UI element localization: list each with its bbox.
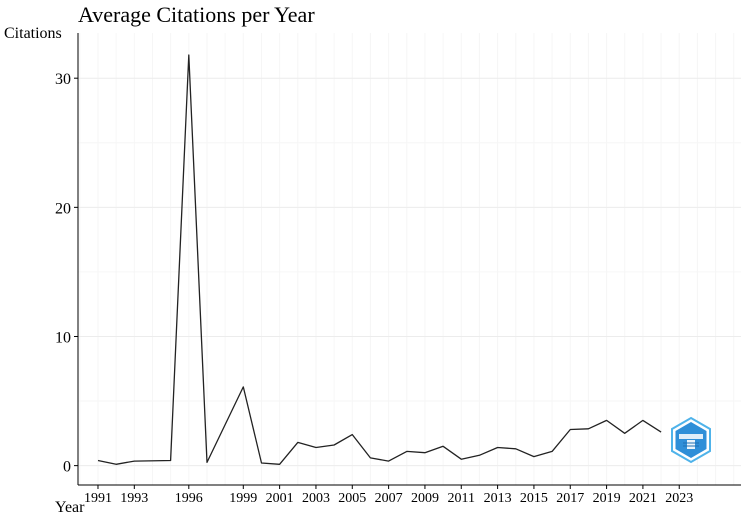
x-tick-label: 2001	[266, 491, 294, 506]
x-tick-label: 2023	[665, 491, 693, 506]
x-tick-label: 2015	[520, 491, 548, 506]
x-axis-title: Year	[55, 499, 85, 516]
series-line-citations	[97, 54, 662, 465]
x-tick-label: 2005	[338, 491, 366, 506]
x-tick-label: 2019	[593, 491, 621, 506]
chart-title: Average Citations per Year	[78, 2, 315, 27]
x-tick-label: 2017	[556, 491, 584, 506]
y-axis-title: Citations	[4, 25, 62, 42]
x-tick-label: 1993	[120, 491, 148, 506]
y-tick-label: 20	[55, 200, 71, 217]
y-tick-label: 10	[55, 329, 71, 346]
x-tick-label: 1996	[175, 491, 203, 506]
x-tick-label: 2013	[484, 491, 512, 506]
x-tick-label: 2007	[375, 491, 403, 506]
grid	[78, 33, 741, 485]
x-tick-label: 2021	[629, 491, 657, 506]
y-axis-ticks: 0 10 20 30	[55, 71, 78, 476]
x-tick-label: 1999	[229, 491, 257, 506]
x-tick-label: 2011	[448, 491, 475, 506]
y-tick-label: 30	[55, 71, 71, 88]
y-tick-label: 0	[63, 459, 71, 476]
bibliometrix-logo-icon	[671, 416, 711, 464]
x-tick-label: 2003	[302, 491, 330, 506]
x-tick-label: 2009	[411, 491, 439, 506]
x-axis-ticks: 1991 1993 1996 1999 2001 2003 2005 2007 2009 2011…	[84, 485, 693, 506]
x-tick-label: 1991	[84, 491, 112, 506]
